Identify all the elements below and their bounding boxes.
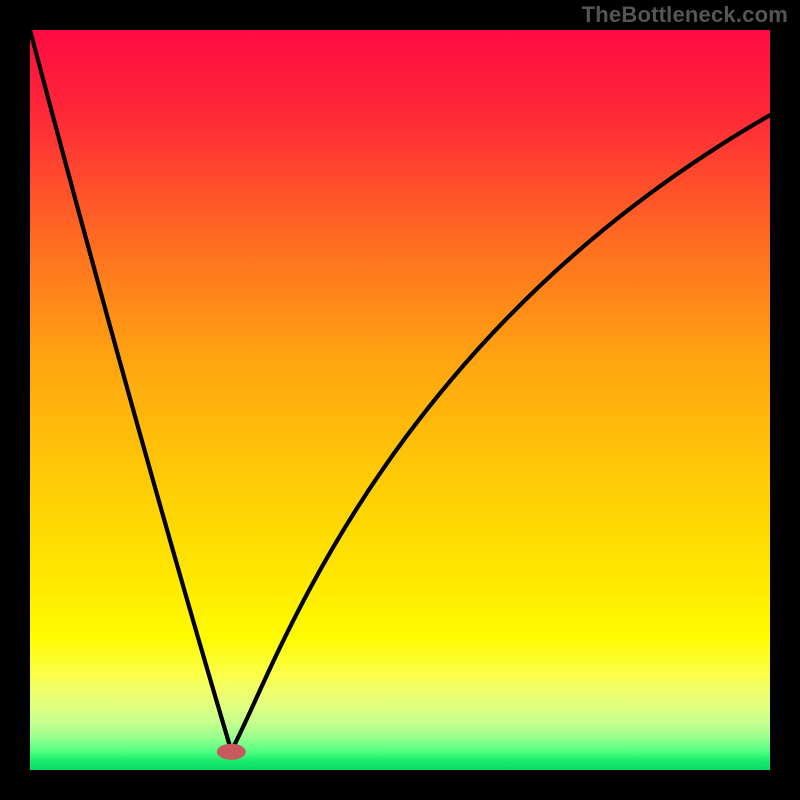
chart-container: TheBottleneck.com	[0, 0, 800, 800]
watermark-label: TheBottleneck.com	[582, 2, 788, 28]
bottleneck-chart	[0, 0, 800, 800]
